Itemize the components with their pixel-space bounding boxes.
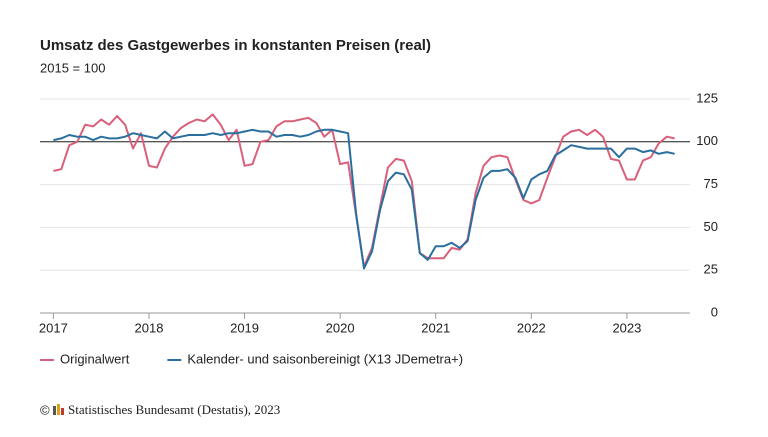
x-tick-label: 2018 xyxy=(135,320,164,335)
chart-title: Umsatz des Gastgewerbes in konstanten Pr… xyxy=(40,37,431,54)
series-line xyxy=(53,128,675,270)
y-tick-label: 75 xyxy=(704,176,718,191)
chart-subtitle: 2015 = 100 xyxy=(40,60,105,75)
series-line xyxy=(53,113,675,268)
x-tick-label: 2019 xyxy=(230,320,259,335)
source: Statistisches Bundesamt (Destatis), 2023 xyxy=(68,402,280,417)
logo xyxy=(53,404,64,415)
x-tick-label: 2020 xyxy=(326,320,355,335)
x-tick-label: 2023 xyxy=(612,320,641,335)
legend-label: Originalwert xyxy=(60,351,130,366)
x-tick-label: 2017 xyxy=(39,320,68,335)
y-tick-label: 25 xyxy=(704,262,718,277)
y-tick-label: 50 xyxy=(704,219,718,234)
y-tick-label: 125 xyxy=(696,90,718,105)
y-tick-label: 100 xyxy=(696,133,718,148)
x-tick-label: 2022 xyxy=(517,320,546,335)
legend-label: Kalender- und saisonbereinigt (X13 JDeme… xyxy=(187,351,463,366)
x-tick-label: 2021 xyxy=(421,320,450,335)
y-tick-label: 0 xyxy=(711,304,718,319)
copyright-sign: © xyxy=(40,402,50,417)
